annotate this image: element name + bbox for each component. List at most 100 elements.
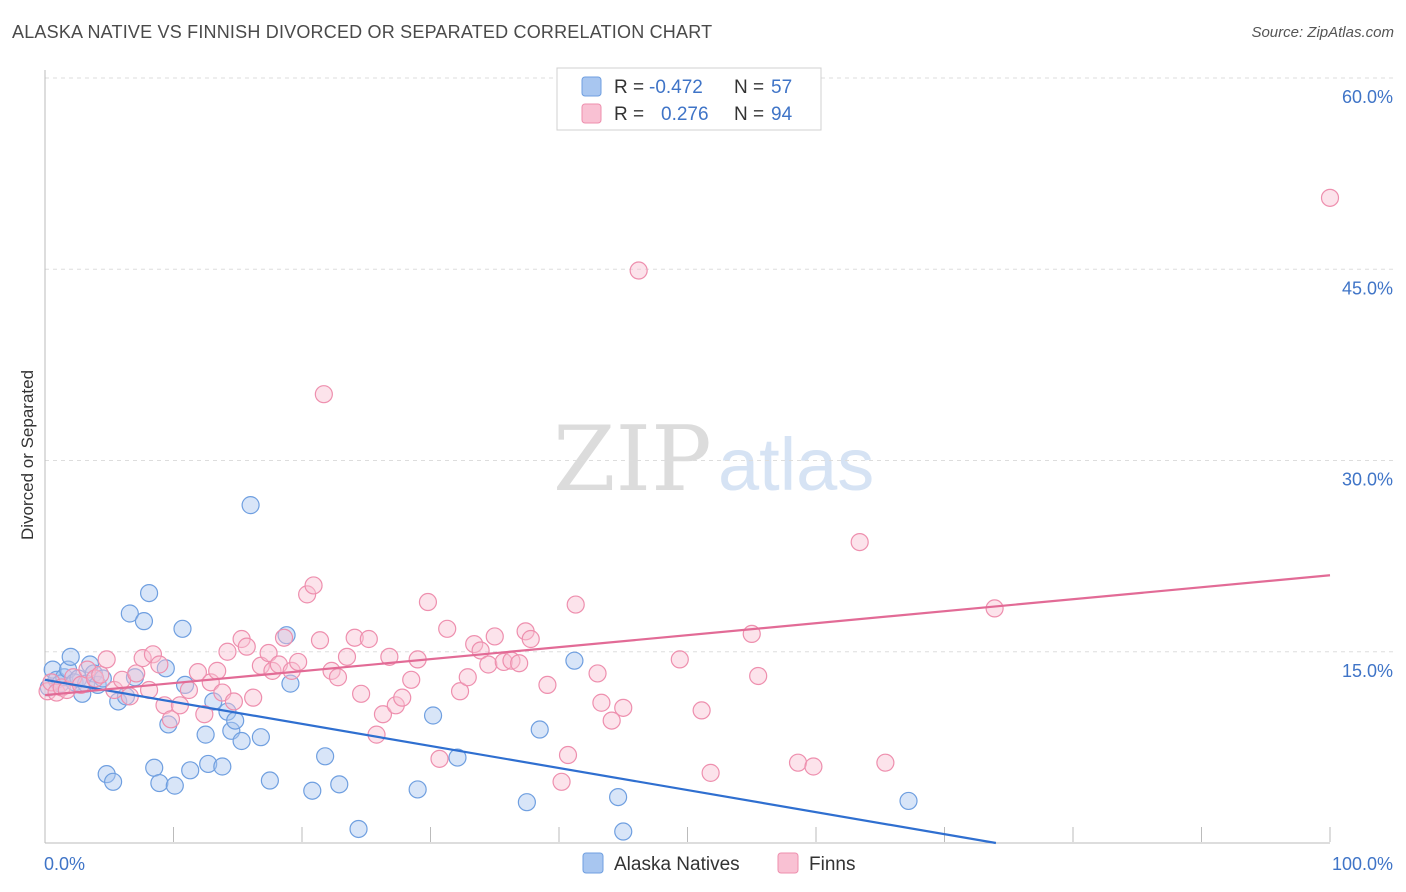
legend-top: R = -0.472 N = 57 R = 0.276 N = 94 — [556, 67, 822, 131]
finns-point — [208, 661, 227, 680]
legend-swatch-finns — [581, 103, 602, 124]
finns-point — [479, 655, 498, 674]
alaska-point — [159, 715, 178, 734]
alaska-point — [899, 791, 918, 811]
finns-point — [749, 666, 768, 686]
x-tick-label: 0.0% — [44, 854, 85, 874]
alaska-point — [165, 776, 184, 795]
finns-point — [345, 628, 364, 647]
alaska-point — [232, 731, 251, 751]
finns-point — [430, 749, 449, 768]
finns-point — [701, 763, 720, 782]
legend-bottom: Alaska Natives Finns — [582, 852, 855, 875]
y-axis-label: Divorced or Separated — [18, 370, 37, 540]
legend-n-label: N = — [734, 104, 764, 125]
finns-point — [179, 680, 199, 700]
finns-point — [510, 654, 529, 673]
finns-point — [985, 599, 1004, 618]
finns-point — [538, 675, 557, 695]
legend-r-label: R = — [614, 104, 644, 125]
finns-point — [494, 652, 513, 672]
legend-swatch-alaska — [581, 76, 602, 97]
finns-point — [259, 643, 278, 663]
finns-point — [458, 668, 477, 687]
finns-point — [552, 772, 571, 791]
finns-point — [393, 688, 412, 707]
legend-n-value: 94 — [771, 104, 793, 125]
alaska-point — [145, 758, 164, 777]
finns-point — [289, 652, 308, 672]
alaska-point — [260, 771, 279, 790]
watermark-atlas: atlas — [718, 423, 874, 506]
data-points — [38, 188, 1340, 841]
legend-r-value: -0.472 — [649, 77, 703, 98]
finns-point — [97, 650, 116, 669]
legend-bottom-swatch-alaska — [582, 852, 604, 874]
finns-point — [359, 629, 378, 649]
alaska-point — [517, 793, 536, 812]
alaska-point — [139, 583, 159, 603]
finns-point — [402, 670, 421, 689]
alaska-point — [199, 754, 218, 774]
finns-point — [450, 682, 470, 701]
finns-point — [614, 698, 633, 717]
alaska-point — [423, 706, 443, 725]
alaska-point — [150, 773, 169, 793]
finns-point — [201, 673, 220, 692]
legend-r-value: 0.276 — [661, 104, 709, 125]
watermark-zip: ZIP — [553, 407, 712, 512]
finns-point — [170, 696, 190, 715]
finns-point — [310, 631, 330, 650]
finns-point — [133, 649, 152, 668]
finns-point — [218, 642, 237, 661]
legend-bottom-alaska: Alaska Natives — [614, 854, 740, 875]
finns-point — [438, 619, 457, 638]
finns-point — [373, 705, 393, 724]
legend-bottom-swatch-finns — [777, 852, 799, 874]
finns-point — [602, 711, 621, 730]
alaska-point — [303, 781, 322, 800]
finns-point — [521, 629, 540, 649]
finns-point — [314, 385, 333, 404]
finns-point — [195, 705, 214, 724]
y-tick-label: 60.0% — [1342, 87, 1393, 107]
finns-point — [237, 637, 256, 656]
alaska-point — [251, 728, 270, 747]
chart-title: ALASKA NATIVE VS FINNISH DIVORCED OR SEP… — [12, 22, 713, 42]
finns-point — [352, 684, 371, 703]
finns-point — [588, 664, 607, 683]
finns-point — [274, 628, 294, 647]
x-tick-label: 100.0% — [1332, 854, 1393, 874]
alaska-point — [316, 747, 335, 766]
grid-lines — [45, 77, 1395, 653]
finns-point — [380, 647, 399, 666]
finns-point — [670, 650, 689, 669]
finns-point — [127, 664, 146, 683]
alaska-point — [408, 780, 427, 799]
alaska-point — [213, 757, 232, 776]
alaska-point — [104, 772, 123, 791]
alaska-point — [196, 725, 215, 744]
alaska-trend-line — [44, 678, 997, 845]
finns-point — [328, 668, 348, 687]
finns-point — [804, 757, 823, 776]
alaska-point — [181, 761, 200, 780]
finns-point — [337, 647, 357, 666]
finns-point — [876, 753, 895, 772]
y-tick-label: 45.0% — [1342, 278, 1393, 298]
source-label: Source: ZipAtlas.com — [1251, 24, 1394, 41]
finns-point — [566, 595, 585, 614]
finns-point — [91, 665, 110, 684]
alaska-point — [614, 822, 633, 841]
finns-point — [161, 710, 181, 729]
alaska-point — [226, 711, 245, 730]
finns-point — [418, 592, 438, 612]
finns-point — [788, 753, 808, 772]
finns-point — [224, 692, 243, 711]
legend-n-label: N = — [734, 77, 764, 98]
y-tick-label: 15.0% — [1342, 661, 1393, 681]
alaska-point — [349, 819, 368, 839]
legend-r-label: R = — [614, 77, 644, 98]
finns-trend-line — [44, 574, 1331, 697]
